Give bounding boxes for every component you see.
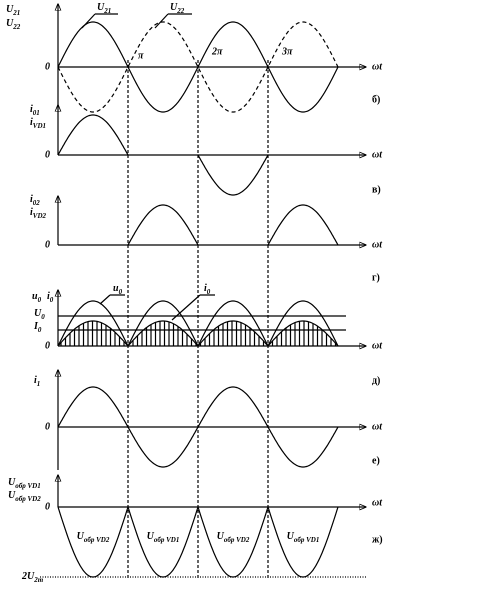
zero-label: 0 bbox=[45, 501, 50, 512]
curve-label-sub: обр VD1 bbox=[294, 536, 319, 544]
curve-label-sub: 0 bbox=[119, 288, 123, 296]
y-label: i01 bbox=[30, 104, 40, 116]
curve-label: Uобр VD1 bbox=[147, 531, 180, 543]
callout bbox=[99, 294, 125, 305]
y-label-sub: обр VD1 bbox=[15, 482, 40, 490]
curve-label-base: u bbox=[113, 283, 119, 294]
panel-id: д) bbox=[372, 375, 380, 386]
zero-label: 0 bbox=[45, 61, 50, 72]
u21-curve bbox=[57, 21, 339, 113]
x-tick-label: 3π bbox=[281, 46, 293, 57]
panel-id: ж) bbox=[372, 534, 383, 545]
axis-label: ωt bbox=[372, 421, 383, 432]
curve-label-sub: обр VD2 bbox=[224, 536, 250, 544]
zero-label: 0 bbox=[45, 340, 50, 351]
y-label-sub: обр VD2 bbox=[15, 495, 41, 503]
y-label-base: U bbox=[8, 477, 16, 488]
y-label: i02 bbox=[30, 194, 40, 206]
y-label-sub: 01 bbox=[33, 109, 40, 117]
y-label-base: i bbox=[30, 207, 33, 218]
curve-label-sub: обр VD1 bbox=[154, 536, 179, 544]
axis-label: ωt bbox=[372, 149, 383, 160]
curve-label-base: U bbox=[170, 2, 178, 13]
y-label-sub: 0 bbox=[50, 296, 54, 304]
level-label: I0 bbox=[33, 321, 42, 333]
curve-label: Uобр VD2 bbox=[217, 531, 250, 543]
y-label-sub: VD1 bbox=[33, 122, 46, 130]
bottom-label: 2U2m bbox=[21, 571, 44, 583]
y-label: U22 bbox=[6, 18, 21, 30]
panel-id: в) bbox=[372, 184, 381, 195]
y-label-base: i bbox=[47, 291, 50, 302]
y-label: iVD1 bbox=[30, 117, 46, 129]
y-label-base: i bbox=[30, 194, 33, 205]
curve-label: U22 bbox=[170, 2, 185, 14]
i1-curve bbox=[57, 386, 339, 468]
curve-label-base: U bbox=[147, 531, 155, 542]
i0-curve bbox=[57, 320, 339, 347]
zero-label: 0 bbox=[45, 149, 50, 160]
y-label-base: U bbox=[6, 18, 14, 29]
curve-label: Uобр VD1 bbox=[287, 531, 320, 543]
y-label-sub: 02 bbox=[33, 199, 41, 207]
curve-label-sub: обр VD2 bbox=[84, 536, 110, 544]
y-label-base: i bbox=[30, 104, 33, 115]
y-label: Uобр VD1 bbox=[8, 477, 41, 489]
y-label: iVD2 bbox=[30, 207, 47, 219]
bottom-label-sub: 2m bbox=[33, 576, 44, 584]
level-label-sub: 0 bbox=[41, 313, 45, 321]
y-label-sub: 1 bbox=[37, 380, 41, 388]
curve-label-sub: 0 bbox=[207, 288, 211, 296]
curve-label-base: i bbox=[204, 283, 207, 294]
ivd1-curve bbox=[57, 114, 269, 196]
y-label: U21 bbox=[6, 4, 20, 16]
y-label-base: U bbox=[6, 4, 14, 15]
x-tick-label: π bbox=[138, 50, 144, 61]
y-label-sub: 21 bbox=[12, 9, 20, 17]
ivd2-curve bbox=[127, 204, 339, 246]
panel-id: е) bbox=[372, 455, 380, 466]
u22-curve bbox=[57, 21, 339, 113]
panel-id: б) bbox=[372, 94, 380, 105]
panel-id: г) bbox=[372, 272, 380, 283]
level-label-base: I bbox=[33, 321, 39, 332]
y-label-base: i bbox=[30, 117, 33, 128]
axis-label: ωt bbox=[372, 239, 383, 250]
curve-label-sub: 22 bbox=[176, 7, 185, 15]
axis-label: ωt bbox=[372, 497, 383, 508]
y-label-base: u bbox=[32, 291, 38, 302]
level-label-base: U bbox=[34, 308, 42, 319]
y-label-sub: VD2 bbox=[33, 212, 47, 220]
curve-label: u0 bbox=[113, 283, 123, 295]
y-label-base: U bbox=[8, 490, 16, 501]
level-label-sub: 0 bbox=[38, 326, 42, 334]
axis-label: ωt bbox=[372, 340, 383, 351]
level-label: U0 bbox=[34, 308, 45, 320]
curve-label-base: U bbox=[217, 531, 225, 542]
y-label-sub: 0 bbox=[38, 296, 42, 304]
callout bbox=[171, 294, 215, 321]
callout bbox=[154, 13, 192, 29]
x-tick-label: 2π bbox=[211, 46, 223, 57]
curve-label-sub: 21 bbox=[103, 7, 111, 15]
y-label: u0 bbox=[32, 291, 42, 303]
curve-label-base: U bbox=[77, 531, 85, 542]
y-label-sub: 22 bbox=[12, 23, 21, 31]
curve-label-base: U bbox=[287, 531, 295, 542]
zero-label: 0 bbox=[45, 239, 50, 250]
curve-label: Uобр VD2 bbox=[77, 531, 110, 543]
callout bbox=[81, 13, 118, 29]
bottom-label-base: 2U bbox=[21, 571, 35, 582]
y-label: i0 bbox=[47, 291, 54, 303]
curve-label-base: U bbox=[97, 2, 105, 13]
y-label-base: i bbox=[34, 375, 37, 386]
curve-label: i0 bbox=[204, 283, 211, 295]
zero-label: 0 bbox=[45, 421, 50, 432]
axis-label: ωt bbox=[372, 61, 383, 72]
y-label: i1 bbox=[34, 375, 40, 387]
curve-label: U21 bbox=[97, 2, 111, 14]
uobr-curve bbox=[57, 505, 339, 578]
y-label: Uобр VD2 bbox=[8, 490, 41, 502]
